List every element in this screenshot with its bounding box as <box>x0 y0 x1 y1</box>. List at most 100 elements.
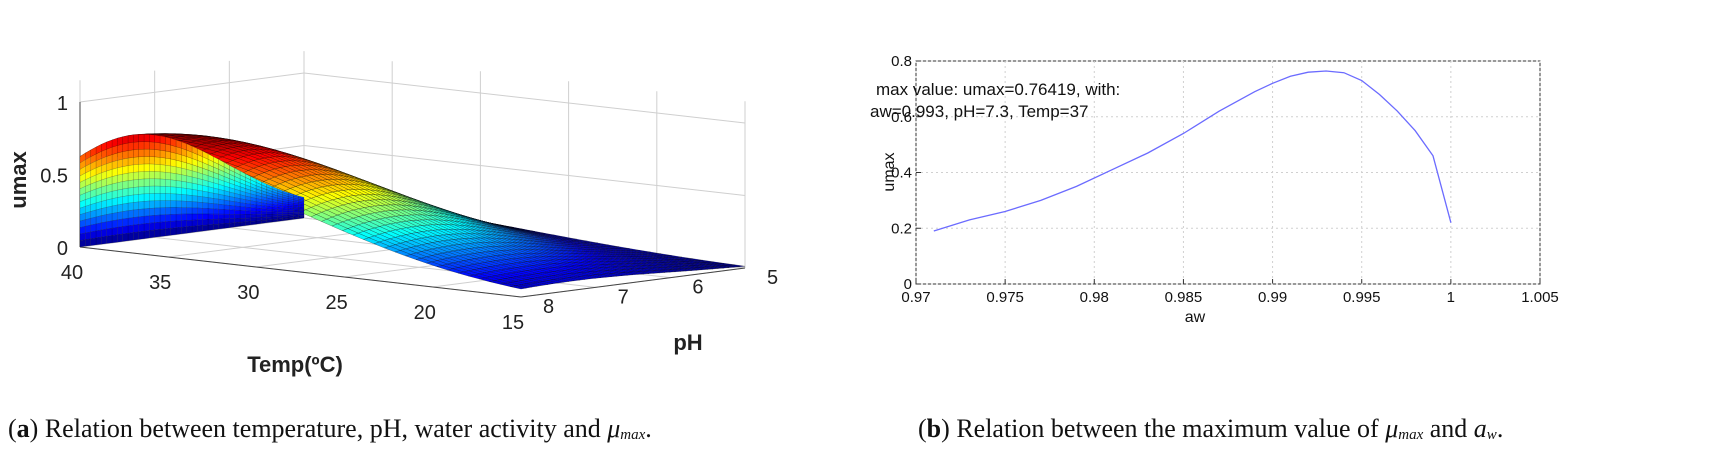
surface-side-patch <box>122 225 129 235</box>
surface-side-patch <box>111 227 118 236</box>
surface-side-patch <box>154 207 161 216</box>
surface-side-patch <box>223 199 230 206</box>
surface-side-patch <box>106 191 113 201</box>
surface-side-patch <box>207 219 214 226</box>
caption-a-sub: max <box>620 427 646 443</box>
surface-side-patch <box>255 220 262 225</box>
caption-b: (b) Relation between the maximum value o… <box>918 414 1504 443</box>
z-tick-label: 0.5 <box>40 166 68 188</box>
surface-side-patch <box>143 156 150 165</box>
surface-side-patch <box>154 142 161 151</box>
surface-side-patch <box>159 228 166 237</box>
x-tick-label: 0.985 <box>1165 289 1203 306</box>
y-tick-label: 0.4 <box>891 165 912 182</box>
temp-axis-line <box>79 246 522 298</box>
surface-side-patch <box>165 136 171 146</box>
surface-side-patch <box>175 200 182 208</box>
surface-side-patch <box>90 223 97 233</box>
surface-side-patch <box>213 213 219 220</box>
x-tick-label: 1.005 <box>1521 289 1559 306</box>
surface-side-patch <box>223 213 230 220</box>
line-chart-ticks: 0.97 0.975 0.98 0.985 0.99 0.995 1 1.005 0 0.2 0.4… <box>891 53 1559 306</box>
surface-side-patch <box>266 219 273 224</box>
surface-side-patch <box>138 186 145 195</box>
surface-side-patch <box>122 142 129 152</box>
surface-side-patch <box>207 197 214 204</box>
surface-side-patch <box>282 211 289 215</box>
surface-side-patch <box>127 209 134 219</box>
surface-side-patch <box>138 231 145 240</box>
surface-side-patch <box>143 171 150 180</box>
surface-side-patch <box>117 211 123 221</box>
surface-side-patch <box>181 226 187 235</box>
surface-side-patch <box>138 141 145 150</box>
surface-side-patch <box>181 213 187 221</box>
surface-side-patch <box>154 200 161 209</box>
surface-side-patch <box>255 214 262 219</box>
surface-side-patch <box>207 191 214 199</box>
surface-side-patch <box>229 214 235 219</box>
surface-side-patch <box>95 215 102 225</box>
surface-side-patch <box>133 179 139 188</box>
surface-side-patch <box>101 214 107 224</box>
surface-side-patch <box>197 189 203 198</box>
surface-side-patch <box>154 214 161 223</box>
surface-side-patch <box>154 163 161 173</box>
surface-side-patch <box>170 172 177 181</box>
grid-line <box>303 72 746 124</box>
surface-side-patch <box>181 180 187 189</box>
surface-side-patch <box>261 214 267 218</box>
surface-side-patch <box>181 174 187 183</box>
surface-patch <box>510 285 527 290</box>
surface-side-patch <box>143 230 150 239</box>
surface-side-patch <box>154 221 161 231</box>
surface-side-patch <box>255 207 262 212</box>
surface-side-patch <box>191 182 198 191</box>
surface-side-patch <box>127 232 134 242</box>
surface-side-patch <box>117 166 123 176</box>
surface-side-patch <box>287 208 294 211</box>
surface-side-patch <box>127 142 134 151</box>
surface-side-patch <box>138 156 145 165</box>
caption-a-symbol: μ <box>607 414 621 443</box>
surface-side-patch <box>175 186 182 195</box>
surface-side-patch <box>229 209 235 215</box>
surface-side-patch <box>213 192 219 200</box>
surface-side-patch <box>191 201 198 209</box>
ph-axis-line <box>520 267 746 298</box>
surface-side-patch <box>159 171 166 180</box>
surface-side-patch <box>143 222 150 232</box>
surface-side-patch <box>149 148 155 158</box>
surface-side-patch <box>117 188 123 198</box>
surface-side-patch <box>165 200 171 208</box>
surface-side-patch <box>165 228 171 237</box>
surface-side-patch <box>95 236 102 246</box>
surface-side-patch <box>159 193 166 201</box>
surface-side-patch <box>239 221 246 227</box>
surface-side-patch <box>234 201 241 207</box>
surface-side-patch <box>287 210 294 213</box>
x-tick-label: 1 <box>1447 289 1455 306</box>
surface-side-patch <box>266 208 273 213</box>
surface-side-patch <box>127 224 134 234</box>
surface-side-patch <box>154 171 161 180</box>
surface-side-patch <box>191 189 198 197</box>
surface-side-patch <box>159 221 166 230</box>
surface-side-patch <box>143 200 150 210</box>
surface-side-patch <box>229 218 235 224</box>
line-xlabel: aw <box>1185 309 1206 326</box>
y-tick-label: 0 <box>904 276 912 293</box>
surface-side-patch <box>85 238 91 247</box>
surface-side-patch <box>111 182 118 192</box>
surface-side-patch <box>106 235 113 244</box>
surface-side-patch <box>165 157 171 167</box>
surface-side-patch <box>186 175 193 184</box>
surface-side-patch <box>175 193 182 202</box>
surface-side-patch <box>117 218 123 228</box>
caption-b-text: Relation between the maximum value of <box>956 414 1379 443</box>
surface-mesh <box>79 133 746 290</box>
surface-side-patch <box>149 178 155 187</box>
surface-side-patch <box>255 211 262 215</box>
surface-side-patch <box>154 134 161 144</box>
surface-side-patch <box>143 134 150 143</box>
